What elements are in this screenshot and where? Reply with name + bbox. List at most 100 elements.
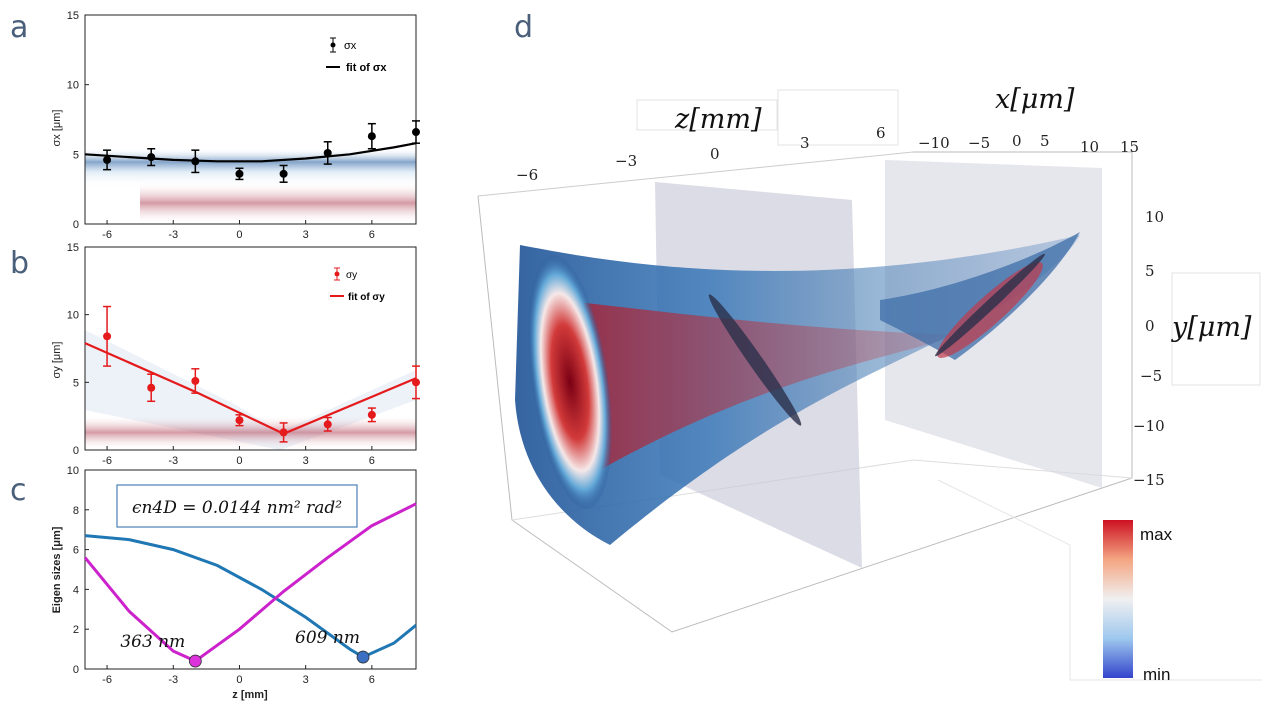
fit-series — [84, 342, 417, 435]
panel-b-letter: b — [10, 246, 29, 281]
y-tick-label: 10 — [67, 465, 79, 477]
fit-series — [84, 142, 417, 163]
data-point — [323, 420, 332, 429]
x-tick-label: 0 — [1012, 132, 1022, 150]
x-axis-label: x[μm] — [995, 84, 1075, 115]
data-point — [412, 128, 420, 137]
eigen-size-curves — [83, 502, 417, 663]
y-axis-label: Eigen sizes [μm] — [51, 526, 63, 613]
box-top-edge — [477, 151, 914, 197]
cross-section-ellipse-end — [935, 253, 1045, 357]
y-tick-label: 0 — [73, 445, 79, 457]
x-tick-label: -6 — [102, 229, 112, 241]
axes-frame — [84, 246, 417, 451]
data-point — [412, 378, 420, 387]
panel-a-letter: a — [10, 10, 28, 45]
z-tick-label: 6 — [876, 124, 886, 142]
x-tick-label: -6 — [102, 674, 112, 686]
y-tick-label: 5 — [73, 377, 79, 389]
z-tick-box — [777, 89, 899, 146]
z-tick-label: 3 — [800, 134, 810, 152]
legend: σy fit of σy — [330, 267, 385, 303]
series-line — [84, 342, 417, 435]
panel-d-letter: d — [514, 10, 533, 45]
x-ticks: -6 -3 0 3 6 — [102, 220, 375, 241]
y-axis-label: σx [μm] — [51, 110, 63, 147]
x-tick-label: -3 — [168, 455, 178, 467]
legend-label-sigma-x: σx — [344, 40, 357, 52]
y-tick-label: 15 — [67, 10, 79, 22]
cross-section-ellipse-mid — [708, 294, 802, 426]
y-tick-label: 10 — [1145, 208, 1164, 226]
density-band-red — [140, 182, 416, 224]
z-label-box — [636, 99, 778, 131]
data-point — [279, 428, 288, 437]
x-tick-label: −5 — [968, 134, 990, 152]
y-label-box — [1171, 272, 1261, 386]
y-ticks: 10 5 0 −5 −10 −15 — [1133, 208, 1165, 489]
legend-label-fit: fit of σx — [346, 62, 387, 74]
panel-c: Eigen sizes [μm] z [mm] -6 -3 0 3 6 0246810 … — [51, 465, 417, 701]
x-ticks: -6 -3 0 3 6 — [102, 665, 375, 686]
axes-frame — [84, 14, 417, 225]
x-tick-label: 10 — [1080, 138, 1099, 156]
y-tick-label: −15 — [1133, 471, 1165, 489]
data-series — [103, 305, 420, 443]
density-band-blue — [85, 148, 416, 188]
x-tick-label: 3 — [303, 455, 309, 467]
y-tick-label: 4 — [73, 584, 79, 596]
x-tick-label: -6 — [102, 455, 112, 467]
z-tick-label: 0 — [710, 145, 720, 163]
legend: σx fit of σx — [326, 37, 387, 74]
y-tick-label: 8 — [73, 505, 79, 517]
y-ticks: 0 5 10 15 — [67, 242, 89, 457]
x-tick-label: −10 — [918, 134, 950, 152]
x-tick-label: 6 — [369, 674, 375, 686]
x-tick-label: 3 — [303, 229, 309, 241]
y-tick-label: 0 — [1145, 317, 1155, 335]
y-tick-label: −10 — [1133, 417, 1165, 435]
x-tick-label: 0 — [236, 455, 242, 467]
y-axis-label: y[μm] — [1171, 312, 1252, 343]
y-tick-label: −5 — [1140, 367, 1162, 385]
colorbar-frame — [937, 479, 1262, 681]
box-outer-edges — [477, 151, 1133, 633]
series-line — [84, 534, 417, 659]
y-tick-label: 2 — [73, 624, 79, 636]
y-tick-label: 10 — [67, 80, 79, 92]
x-ticks: −10 −5 0 5 10 15 — [918, 132, 1139, 156]
z-ticks: −6 −3 0 3 6 — [516, 124, 886, 184]
y-tick-label: 0 — [73, 664, 79, 676]
y-axis-label: σy [μm] — [51, 342, 63, 379]
y-tick-label: 6 — [73, 545, 79, 557]
x-tick-label: -3 — [168, 229, 178, 241]
y-tick-label: 5 — [1145, 262, 1155, 280]
legend-point-marker — [330, 42, 336, 48]
y-tick-label: 5 — [73, 149, 79, 161]
density-band-red — [85, 415, 416, 450]
panel-a: σx [μm] -6 -3 0 3 6 0 5 10 15 σx fit of σx — [51, 10, 420, 241]
minimum-label: 363 nm — [120, 632, 185, 652]
minimum-markers: 363 nm 609 nm — [120, 628, 370, 668]
y-ticks: 0 2 4 6 8 10 — [67, 465, 89, 676]
z-axis-label: z[mm] — [674, 104, 762, 135]
data-point — [279, 169, 288, 178]
x-tick-label: 5 — [1040, 132, 1050, 150]
data-point — [103, 155, 112, 164]
x-tick-label: 0 — [236, 229, 242, 241]
axes-frame — [84, 469, 417, 670]
legend-label-fit: fit of σy — [348, 292, 385, 303]
z-tick-label: −6 — [516, 166, 538, 184]
x-tick-label: -3 — [168, 674, 178, 686]
y-tick-label: 10 — [67, 310, 79, 322]
panel-c-letter: c — [10, 473, 27, 508]
beam-core — [560, 300, 960, 470]
x-ticks: -6 -3 0 3 6 — [102, 446, 375, 467]
x-tick-label: 15 — [1120, 138, 1139, 156]
data-point — [191, 157, 200, 166]
x-tick-label: 3 — [303, 674, 309, 686]
x-axis-label: z [mm] — [232, 689, 268, 701]
data-point — [147, 153, 156, 162]
data-point — [323, 148, 332, 157]
